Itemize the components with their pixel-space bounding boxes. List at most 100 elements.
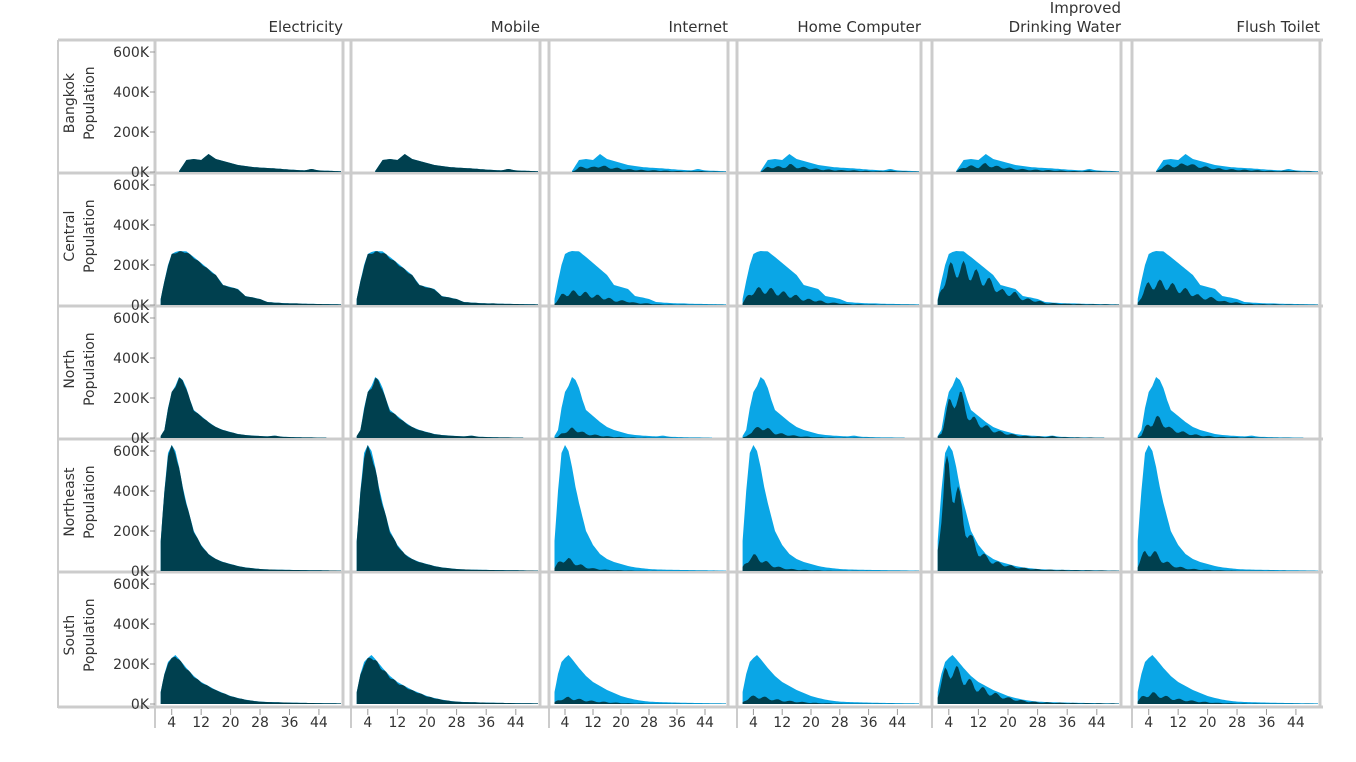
x-tick-label: 28 — [1228, 715, 1246, 731]
with-amenity-area-south-internet — [554, 696, 726, 704]
x-tick-label: 44 — [888, 715, 906, 731]
y-tick-label: 200K — [113, 657, 150, 673]
with-amenity-area-northeast-flush-toilet — [1137, 550, 1318, 571]
with-amenity-area-bangkok-home-computer — [760, 164, 919, 172]
x-tick-label: 4 — [561, 715, 570, 731]
with-amenity-area-northeast-internet — [554, 557, 726, 571]
x-tick-label: 36 — [1058, 715, 1076, 731]
y-tick-label: 400K — [113, 351, 150, 367]
column-header-home-computer: Home Computer — [797, 18, 921, 36]
total-population-area-south-home-computer — [742, 655, 919, 704]
y-tick-label: 0K — [131, 431, 150, 447]
x-tick-label: 28 — [831, 715, 849, 731]
total-population-area-north-internet — [554, 377, 712, 438]
x-tick-label: 4 — [749, 715, 758, 731]
x-tick-label: 20 — [999, 715, 1017, 731]
y-tick-label: 0K — [131, 165, 150, 181]
x-tick-label: 20 — [802, 715, 820, 731]
with-amenity-area-northeast-mobile — [356, 445, 538, 571]
y-tick-label: 200K — [113, 524, 150, 540]
column-header-improved-drinking-water: Drinking Water — [1009, 18, 1122, 36]
x-tick-label: 12 — [773, 715, 791, 731]
y-tick-label: 600K — [113, 444, 150, 460]
row-label-south: South — [62, 615, 78, 656]
with-amenity-area-bangkok-mobile — [375, 154, 538, 172]
y-tick-label: 0K — [131, 564, 150, 580]
y-tick-label: 400K — [113, 617, 150, 633]
x-tick-label: 12 — [388, 715, 406, 731]
total-population-area-north-flush-toilet — [1137, 377, 1304, 438]
with-amenity-area-central-improved-drinking-water — [937, 260, 1119, 305]
x-tick-label: 44 — [310, 715, 328, 731]
with-amenity-area-central-home-computer — [742, 287, 919, 305]
with-amenity-area-central-internet — [554, 290, 726, 305]
x-tick-label: 4 — [363, 715, 372, 731]
x-tick-label: 36 — [477, 715, 495, 731]
y-tick-label: 0K — [131, 298, 150, 314]
x-tick-label: 12 — [192, 715, 210, 731]
with-amenity-area-bangkok-electricity — [179, 154, 341, 172]
y-tick-label: 400K — [113, 218, 150, 234]
x-tick-label: 28 — [251, 715, 269, 731]
x-tick-label: 44 — [1287, 715, 1305, 731]
x-tick-label: 44 — [696, 715, 714, 731]
y-tick-label: 200K — [113, 391, 150, 407]
column-header-flush-toilet: Flush Toilet — [1236, 18, 1320, 36]
total-population-area-central-internet — [554, 251, 726, 305]
row-label-suffix: Population — [82, 199, 98, 273]
total-population-area-north-improved-drinking-water — [937, 377, 1105, 438]
with-amenity-area-north-home-computer — [742, 427, 905, 438]
row-label-suffix: Population — [82, 332, 98, 406]
x-tick-label: 28 — [640, 715, 658, 731]
with-amenity-area-south-home-computer — [742, 695, 919, 704]
row-label-suffix: Population — [82, 598, 98, 672]
x-tick-label: 36 — [668, 715, 686, 731]
y-tick-label: 600K — [113, 311, 150, 327]
y-tick-label: 200K — [113, 125, 150, 141]
with-amenity-area-south-flush-toilet — [1137, 692, 1318, 704]
with-amenity-area-bangkok-flush-toilet — [1156, 163, 1318, 172]
with-amenity-area-northeast-improved-drinking-water — [937, 455, 1119, 571]
with-amenity-area-north-electricity — [160, 377, 327, 438]
with-amenity-area-central-mobile — [356, 251, 538, 305]
total-population-area-bangkok-home-computer — [760, 154, 919, 172]
x-tick-label: 4 — [1144, 715, 1153, 731]
with-amenity-area-bangkok-internet — [572, 165, 726, 172]
row-label-northeast: Northeast — [62, 467, 78, 537]
with-amenity-area-northeast-electricity — [160, 445, 341, 571]
with-amenity-area-bangkok-improved-drinking-water — [956, 163, 1119, 172]
x-tick-label: 20 — [222, 715, 240, 731]
with-amenity-area-northeast-home-computer — [742, 554, 919, 571]
x-tick-label: 20 — [1199, 715, 1217, 731]
y-tick-label: 200K — [113, 258, 150, 274]
x-tick-label: 28 — [1029, 715, 1047, 731]
with-amenity-area-central-flush-toilet — [1137, 279, 1318, 305]
y-tick-label: 400K — [113, 85, 150, 101]
total-population-area-northeast-internet — [554, 445, 726, 571]
x-tick-label: 12 — [969, 715, 987, 731]
x-tick-label: 28 — [448, 715, 466, 731]
row-label-central: Central — [62, 211, 78, 262]
x-tick-label: 4 — [944, 715, 953, 731]
row-label-north: North — [62, 350, 78, 389]
y-tick-label: 600K — [113, 45, 150, 61]
with-amenity-area-north-internet — [554, 427, 712, 438]
x-tick-label: 44 — [1088, 715, 1106, 731]
total-population-area-northeast-flush-toilet — [1137, 445, 1318, 571]
with-amenity-area-south-electricity — [160, 656, 341, 704]
y-tick-label: 400K — [113, 484, 150, 500]
y-tick-label: 600K — [113, 178, 150, 194]
total-population-area-central-home-computer — [742, 251, 919, 305]
x-tick-label: 12 — [584, 715, 602, 731]
column-header-internet: Internet — [668, 18, 728, 36]
x-tick-label: 36 — [281, 715, 299, 731]
row-label-bangkok: Bangkok — [62, 72, 78, 133]
with-amenity-area-north-mobile — [356, 378, 524, 438]
total-population-area-northeast-home-computer — [742, 445, 919, 571]
x-tick-label: 20 — [418, 715, 436, 731]
x-tick-label: 36 — [860, 715, 878, 731]
total-population-area-south-flush-toilet — [1137, 655, 1318, 704]
with-amenity-area-central-electricity — [160, 251, 341, 305]
x-tick-label: 44 — [507, 715, 525, 731]
